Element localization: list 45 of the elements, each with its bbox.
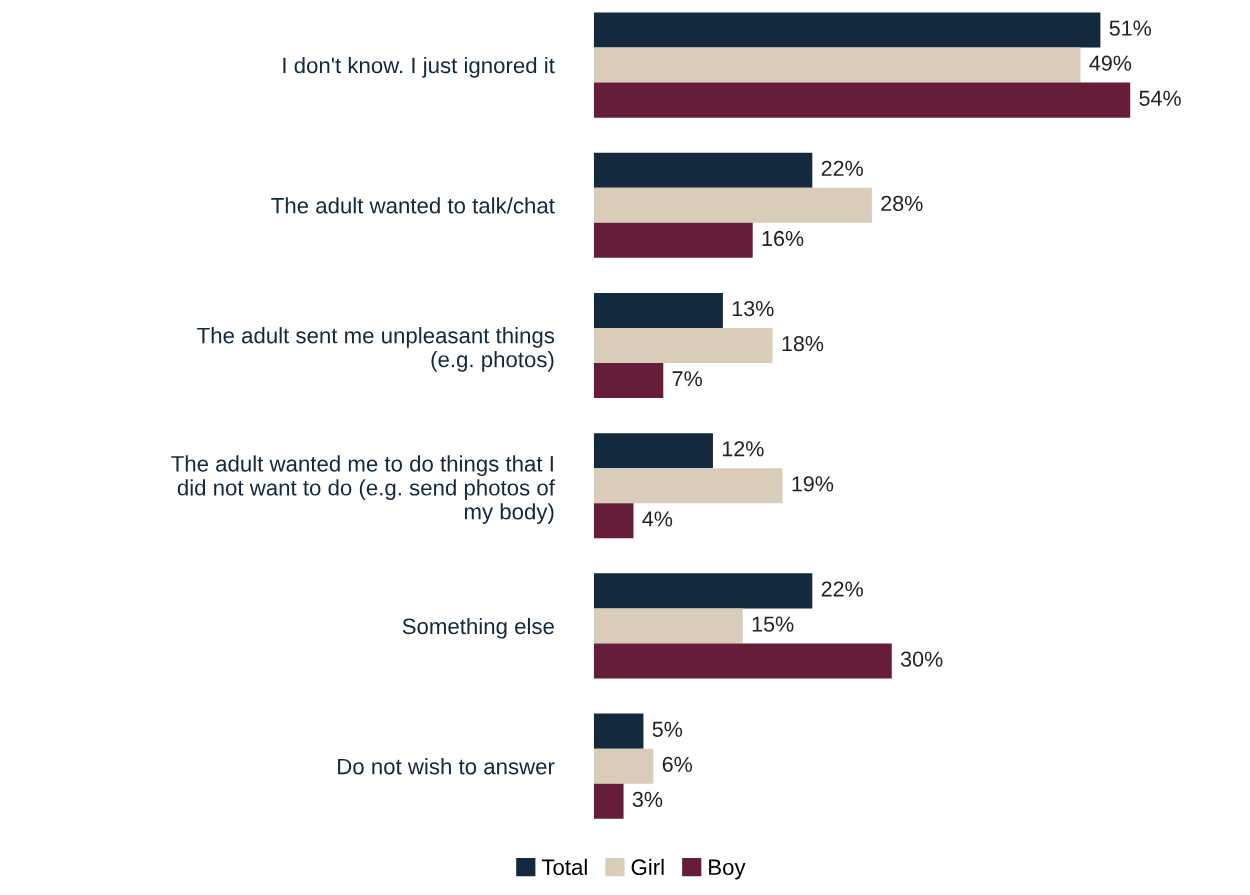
legend-label: Girl <box>631 858 664 876</box>
bar <box>593 292 723 328</box>
bar <box>593 222 753 258</box>
data-label: 51% <box>1109 20 1152 36</box>
y-tick-label: Do not wish to answer <box>338 758 555 775</box>
y-tick-label: I don't know. I just ignored it <box>283 56 555 78</box>
legend-label: Boy <box>709 859 746 880</box>
data-label: 6% <box>662 756 693 772</box>
data-label: 13% <box>732 300 774 317</box>
bar <box>593 608 743 644</box>
bar <box>593 152 813 188</box>
y-tick-label: The adult wanted to talk/chat <box>271 197 555 214</box>
bar <box>593 363 664 399</box>
data-label: 7% <box>672 371 702 387</box>
bar <box>593 47 1081 83</box>
data-label: 4% <box>642 511 673 527</box>
bar <box>593 82 1131 118</box>
y-tick-label: The adult wanted me to do things that I did not want to do (e.g. send photos of my body) <box>171 455 555 524</box>
bar <box>593 783 624 819</box>
data-label: 19% <box>792 476 834 492</box>
bar <box>593 573 813 609</box>
bar <box>593 433 713 469</box>
y-tick-label: Something else <box>402 617 554 639</box>
data-label: 3% <box>632 791 663 808</box>
legend-label: Total <box>541 858 587 876</box>
bar <box>593 468 783 504</box>
data-label: 30% <box>900 651 943 667</box>
bar <box>593 327 773 364</box>
data-label: 16% <box>762 230 804 247</box>
data-label: 54% <box>1139 90 1181 106</box>
data-label: 15% <box>752 616 794 632</box>
data-label: 49% <box>1089 55 1132 71</box>
data-label: 22% <box>821 160 863 176</box>
y-tick-label: The adult sent me unpleasant things (e.g. photos) <box>197 327 555 372</box>
bar <box>593 713 644 749</box>
data-label: 22% <box>821 581 863 597</box>
bar <box>593 643 892 679</box>
data-label: 12% <box>722 441 764 457</box>
bar <box>593 748 654 784</box>
bar <box>593 12 1101 48</box>
data-label: 18% <box>782 336 824 352</box>
data-label: 5% <box>652 721 683 737</box>
data-label: 28% <box>881 195 923 212</box>
bar <box>593 187 872 223</box>
bar <box>593 503 634 539</box>
